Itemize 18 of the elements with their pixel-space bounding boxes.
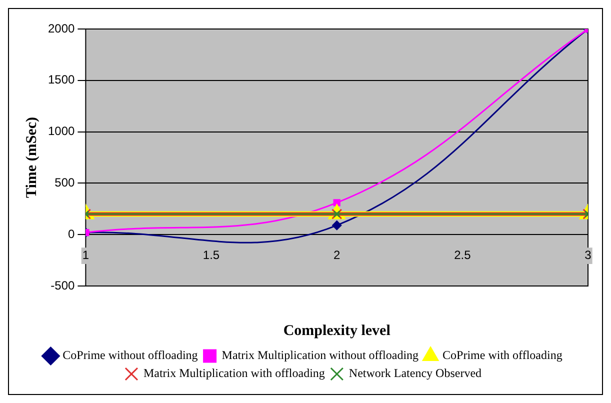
y-tick-label: 0: [68, 226, 76, 241]
x-tick-label: 3: [584, 248, 592, 262]
x-axis-title: Complexity level: [283, 322, 390, 339]
x-tick-label: 2: [334, 248, 341, 262]
legend-label: Matrix Multiplication without offloading: [222, 348, 419, 362]
legend-label: Network Latency Observed: [348, 366, 482, 380]
y-tick-label: 2000: [48, 21, 76, 36]
y-tick-label: 1000: [48, 124, 76, 138]
x-tick-label: 1.5: [202, 248, 220, 262]
legend-label: CoPrime without offloading: [62, 348, 198, 362]
x-tick-label: 2.5: [454, 248, 472, 262]
y-tick-label: 1500: [48, 72, 76, 87]
y-tick-label: 500: [54, 176, 76, 190]
x-tick-label: 1: [82, 248, 90, 262]
legend-label: Matrix Multiplication with offloading: [143, 366, 325, 380]
y-tick-label: -500: [50, 278, 76, 292]
y-axis-title: Time (mSec): [24, 117, 40, 198]
legend-label: CoPrime with offloading: [442, 348, 562, 362]
